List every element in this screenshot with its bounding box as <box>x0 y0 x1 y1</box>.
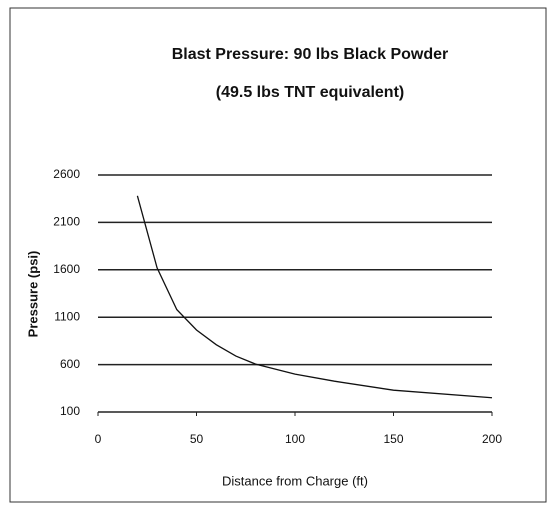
y-tick-label: 600 <box>60 357 80 371</box>
x-tick-label: 50 <box>190 432 204 446</box>
chart-title: Blast Pressure: 90 lbs Black Powder <box>172 46 449 63</box>
y-tick-label: 2600 <box>53 167 80 181</box>
y-tick-label: 1100 <box>54 309 80 323</box>
y-tick-label: 2100 <box>53 215 80 229</box>
y-tick-label: 1600 <box>53 262 80 276</box>
x-tick-label: 150 <box>383 432 403 446</box>
y-axis-label: Pressure (psi) <box>25 251 40 338</box>
chart-subtitle: (49.5 lbs TNT equivalent) <box>216 84 404 101</box>
data-line <box>136 195 493 399</box>
x-axis-label: Distance from Charge (ft) <box>222 473 368 488</box>
chart-frame <box>9 7 547 503</box>
x-tick-label: 0 <box>95 432 102 446</box>
x-tick-label: 100 <box>285 432 305 446</box>
x-tick-label: 200 <box>482 432 502 446</box>
y-tick-label: 100 <box>60 404 80 418</box>
